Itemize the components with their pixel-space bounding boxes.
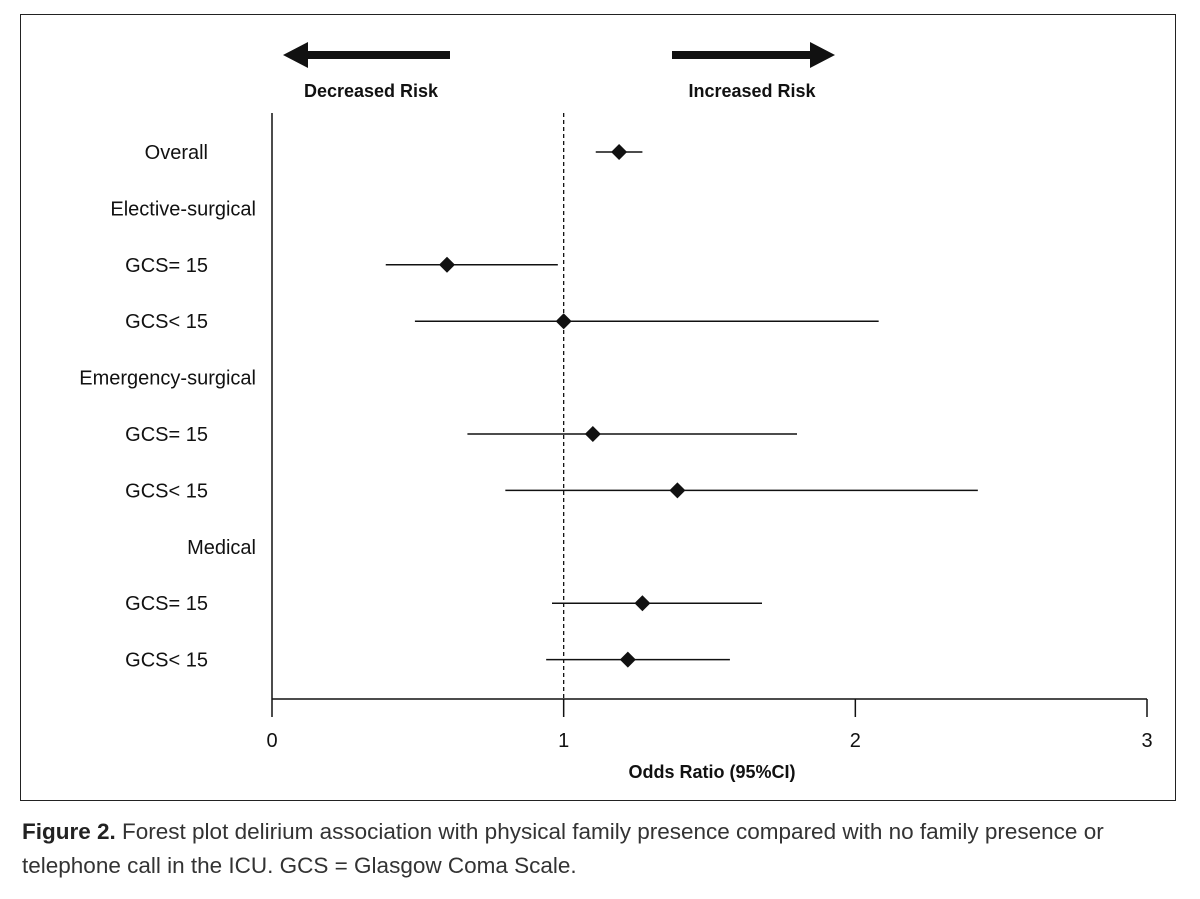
- caption-text: Forest plot delirium association with ph…: [22, 819, 1104, 878]
- group-header-row: Elective-surgical: [110, 198, 256, 220]
- group-label: Emergency-surgical: [79, 368, 256, 390]
- figure-caption: Figure 2. Forest plot delirium associati…: [22, 815, 1182, 883]
- group-header-row: Emergency-surgical: [79, 368, 256, 390]
- decreased-risk-arrow: [283, 42, 450, 68]
- estimate-marker: [584, 426, 601, 442]
- row-label: GCS< 15: [125, 650, 208, 672]
- estimate-marker: [634, 595, 651, 612]
- x-tick-label: 2: [850, 730, 861, 752]
- estimate-row: GCS= 15: [125, 424, 797, 446]
- estimate-marker: [611, 144, 628, 160]
- decreased-risk-label: Decreased Risk: [304, 81, 439, 101]
- estimate-marker: [619, 651, 636, 668]
- x-tick-label: 1: [558, 730, 569, 752]
- estimate-row: GCS= 15: [125, 255, 558, 277]
- increased-risk-label: Increased Risk: [688, 81, 816, 101]
- x-tick-label: 3: [1141, 730, 1152, 752]
- row-label: GCS= 15: [125, 255, 208, 277]
- caption-label: Figure 2.: [22, 819, 116, 844]
- x-tick-label: 0: [266, 730, 277, 752]
- forest-rows: Overall Elective-surgical GCS= 15 GCS< 15 Em…: [79, 142, 978, 672]
- group-header-row: Medical: [187, 537, 256, 559]
- figure-frame: [20, 14, 1176, 801]
- estimate-row: GCS< 15: [125, 650, 730, 672]
- estimate-marker: [439, 256, 455, 273]
- x-axis-label: Odds Ratio (95%CI): [628, 762, 795, 782]
- estimate-marker: [669, 482, 686, 499]
- estimate-row: GCS= 15: [125, 593, 762, 615]
- row-label: Overall: [145, 142, 208, 164]
- group-label: Medical: [187, 537, 256, 559]
- row-label: GCS= 15: [125, 593, 208, 615]
- axes: 0 1 2 3: [266, 113, 1153, 752]
- forest-plot: Decreased Risk Increased Risk 0 1 2 3 Overa…: [79, 42, 1153, 782]
- estimate-marker: [555, 313, 572, 330]
- estimate-row: GCS< 15: [125, 480, 978, 502]
- group-label: Elective-surgical: [110, 198, 256, 220]
- estimate-row: Overall: [145, 142, 643, 164]
- increased-risk-arrow: [672, 42, 835, 68]
- estimate-row: GCS< 15: [125, 311, 879, 333]
- row-label: GCS< 15: [125, 311, 208, 333]
- row-label: GCS= 15: [125, 424, 208, 446]
- row-label: GCS< 15: [125, 480, 208, 502]
- direction-arrows: Decreased Risk Increased Risk: [283, 42, 835, 101]
